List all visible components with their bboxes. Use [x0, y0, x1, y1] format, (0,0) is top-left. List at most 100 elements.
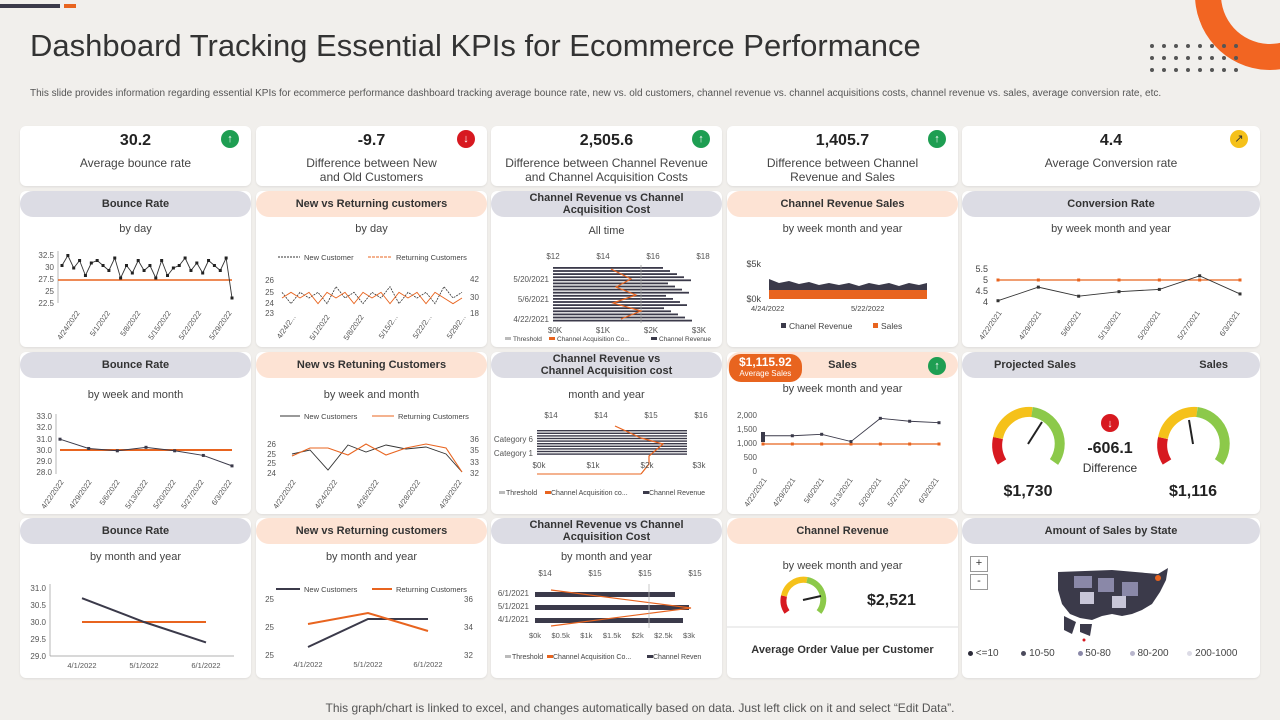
decorative-dot [1174, 56, 1178, 60]
data-point [177, 264, 181, 267]
top-tick: $15 [644, 411, 658, 420]
arrow-up-icon: ↑ [692, 130, 710, 148]
x-tick: 5/20/2021 [857, 476, 884, 509]
data-point [201, 271, 205, 275]
card-subtitle: by week month and year [782, 383, 903, 395]
legend-revenue: Channel Revenue [649, 490, 705, 497]
decorative-dot [1150, 44, 1154, 48]
zoom-in-button[interactable]: + [970, 556, 988, 572]
data-point [119, 276, 123, 280]
threshold-point [820, 442, 824, 446]
sales-series [763, 417, 940, 443]
decorative-dot [1222, 44, 1226, 48]
y-tick: 31.0 [36, 435, 52, 444]
decorative-dot [1234, 68, 1238, 72]
legend-new: New Customers [304, 412, 358, 421]
data-point [95, 259, 99, 262]
legend-revenue: Channel Revenue [659, 336, 711, 343]
data-point [1198, 274, 1202, 278]
data-point [1077, 294, 1081, 298]
x-tick: $3k [693, 461, 707, 470]
bounce-week-chart: 33.0 32.0 31.0 30.0 29.0 28.0 4/22/2022 4… [36, 412, 233, 510]
revenue-bar [537, 453, 687, 455]
y-tick: 4.5 [975, 286, 988, 296]
projected-sales-gauges: ↓ [992, 406, 1230, 465]
y-tick: 30 [45, 263, 54, 272]
y-tick: 29.5 [30, 635, 46, 644]
bounce-week-series [59, 438, 233, 467]
kpi-card-channel-sales: 1,405.7 Difference between Channel Reven… [727, 126, 958, 186]
x-tick: $2k [641, 461, 655, 470]
threshold-point [1198, 278, 1202, 282]
kpi-value: 30.2 [119, 132, 152, 149]
kpi-card-bounce: 30.2 Average bounce rate ↑ [20, 126, 251, 186]
y-tick: 5/20/2021 [513, 275, 549, 284]
revenue-bar [553, 267, 663, 269]
returning-customers-series [307, 611, 429, 632]
data-point [72, 266, 76, 270]
y-tick: 2,000 [737, 411, 758, 420]
revenue-bar [553, 276, 684, 279]
data-point [849, 440, 853, 444]
card-new-returning-month: New vs Returning customers by month and … [256, 518, 487, 678]
card-subtitle: by day [119, 223, 152, 235]
card-title: Bounce Rate [20, 191, 251, 217]
y-tick: 0 [753, 467, 758, 476]
data-point [218, 269, 222, 272]
x-tick: 5/8/2022 [342, 313, 366, 342]
revenue-bar [553, 285, 675, 288]
y-tick: 28.0 [36, 468, 52, 477]
data-point [1036, 285, 1040, 289]
data-point [160, 259, 164, 262]
decorative-dots [1150, 44, 1250, 80]
card-sales-by-state: Amount of Sales by State + - <=10 10-50 … [962, 518, 1260, 678]
y-tick: 32.0 [36, 423, 52, 432]
decorative-dot [1162, 44, 1166, 48]
revenue-bar [553, 270, 670, 272]
revenue-bar [537, 437, 687, 440]
x-tick: 5/1/2022 [308, 313, 332, 342]
data-point [66, 254, 70, 257]
y-tick: 5 [983, 275, 988, 285]
card-title: Channel Revenue vs Channel Acquisition c… [491, 352, 722, 378]
legend-revenue: Channel Reven [653, 654, 701, 661]
y-tick: 30.0 [30, 618, 46, 627]
data-point [113, 256, 117, 260]
data-point [107, 269, 111, 272]
card-channel-revenue-sales: Channel Revenue Sales by week month and … [727, 191, 958, 347]
card-title: Channel Revenue vs Channel Acquisition C… [491, 518, 722, 544]
zoom-out-button[interactable]: - [970, 574, 988, 590]
decorative-dot [1162, 56, 1166, 60]
kpi-value: 4.4 [1099, 132, 1123, 149]
y-tick: 5/6/2021 [518, 295, 550, 304]
revenue-bar [553, 294, 666, 297]
x-tick: 5/1/2022 [353, 660, 382, 669]
us-states-map[interactable] [962, 518, 1260, 678]
revenue-bar [553, 307, 664, 310]
x-tick: 4/28/2022 [396, 478, 423, 511]
data-point [115, 449, 119, 453]
card-new-returning-week: New vs Retuning Customers by week and mo… [256, 352, 487, 514]
data-point [83, 274, 87, 277]
card-subtitle: by week month and year [1051, 223, 1171, 235]
x-tick: $3k [683, 631, 695, 640]
data-point [89, 261, 93, 265]
y-tick: 22.5 [38, 299, 54, 308]
x-tick: $3K [692, 326, 707, 335]
data-point [171, 266, 175, 270]
y-tick: 25 [265, 595, 274, 604]
new-customers-series [307, 618, 428, 648]
revenue-bar [537, 435, 687, 437]
data-point [996, 299, 1000, 303]
card-bounce-rate-month: Bounce Rate by month and year 31.0 30.5 … [20, 518, 251, 678]
y2-tick: 32 [464, 651, 473, 660]
data-point [820, 432, 824, 436]
card-subtitle: by month and year [325, 551, 418, 563]
arrow-down-icon: ↓ [457, 130, 475, 148]
data-point [212, 264, 216, 267]
y-tick: 33.0 [36, 412, 52, 421]
y2-tick: 32 [470, 469, 479, 478]
arrow-down-icon: ↓ [1107, 418, 1113, 430]
decorative-dot [1234, 56, 1238, 60]
legend-acq: Channel Acquisition Co... [553, 654, 631, 661]
